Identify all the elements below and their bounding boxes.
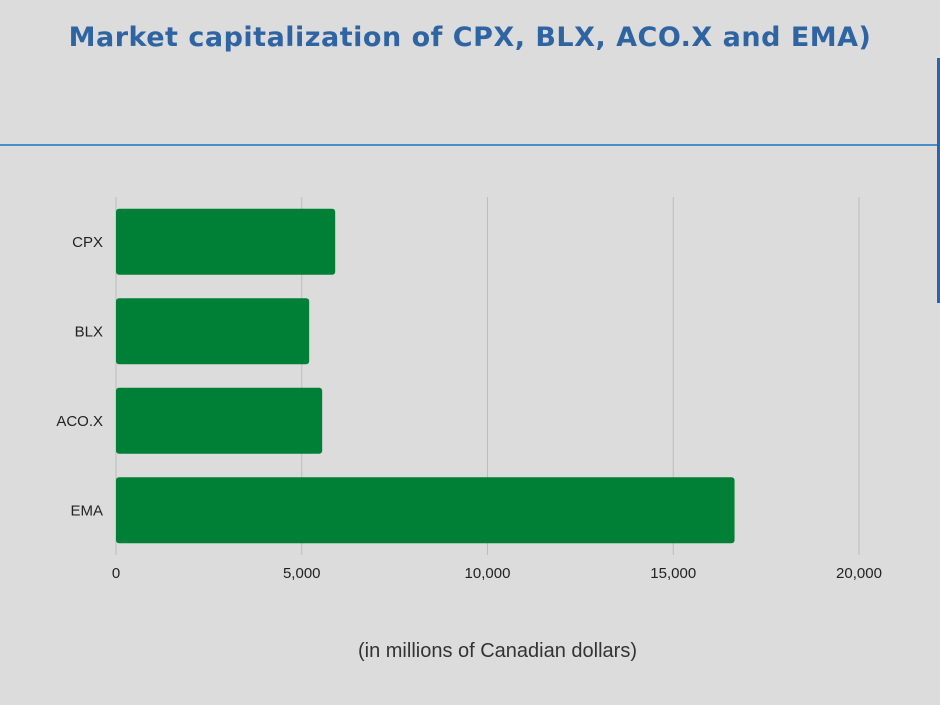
bar-cpx [116, 208, 336, 275]
x-tick-label: 0 [112, 565, 120, 582]
edge-accent-bar [937, 58, 940, 303]
header-divider [0, 144, 940, 146]
x-tick-label: 5,000 [283, 565, 321, 582]
x-tick-label: 20,000 [836, 565, 882, 582]
category-label: CPX [72, 234, 103, 251]
bar-aco-x [116, 387, 323, 454]
category-label: ACO.X [56, 413, 103, 430]
x-axis-label: (in millions of Canadian dollars) [357, 640, 637, 662]
category-label: BLX [75, 323, 103, 340]
x-tick-label: 15,000 [650, 565, 696, 582]
category-label: EMA [70, 502, 103, 519]
bars [116, 208, 735, 544]
chart-title: Market capitalization of CPX, BLX, ACO.X… [68, 22, 872, 53]
category-labels: CPX BLX ACO.X EMA [56, 234, 103, 520]
bar-blx [116, 298, 310, 365]
bar-ema [116, 477, 735, 544]
x-tick-label: 10,000 [465, 565, 511, 582]
x-tick-labels: 0 5,000 10,000 15,000 20,000 [112, 565, 882, 582]
